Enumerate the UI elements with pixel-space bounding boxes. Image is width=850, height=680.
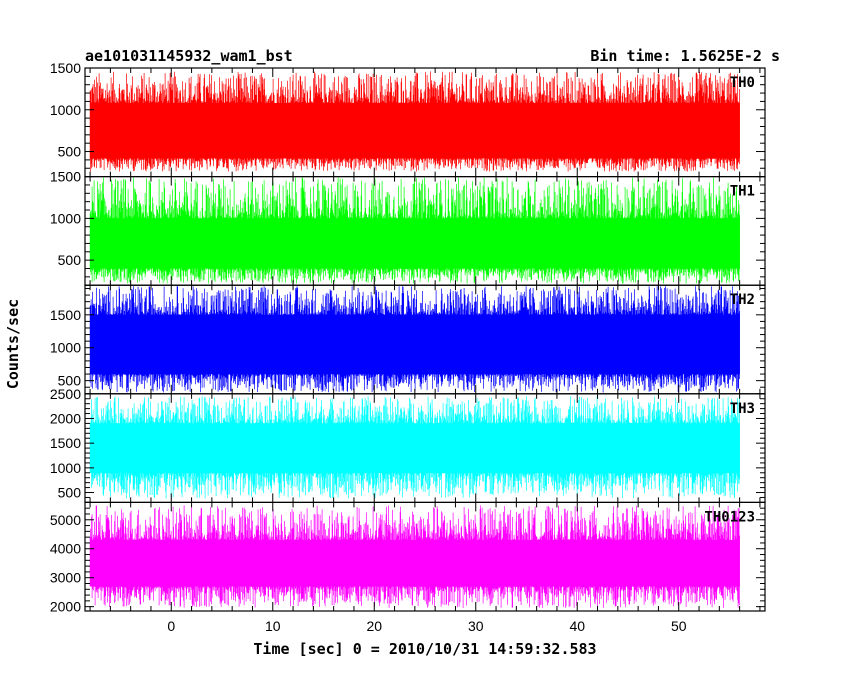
x-tick-label: 40 xyxy=(569,618,585,634)
y-tick-label: 1000 xyxy=(50,460,81,476)
panels-group: 50010001500TH050010001500TH150010001500T… xyxy=(50,60,766,634)
x-tick-label: 10 xyxy=(265,618,281,634)
series-band-th3 xyxy=(90,423,740,473)
x-tick-label: 0 xyxy=(167,618,175,634)
panel-label-th1: TH1 xyxy=(730,184,755,200)
y-tick-label: 4000 xyxy=(50,541,81,557)
y-tick-label: 1500 xyxy=(50,307,81,323)
x-axis-label: Time [sec] 0 = 2010/10/31 14:59:32.583 xyxy=(253,640,596,658)
x-tick-label: 50 xyxy=(671,618,687,634)
x-tick-label: 30 xyxy=(468,618,484,634)
y-tick-label: 500 xyxy=(58,144,82,160)
panel-label-th0123: TH0123 xyxy=(704,509,755,525)
y-tick-label: 500 xyxy=(58,485,82,501)
bin-time-label: Bin time: 1.5625E-2 s xyxy=(590,47,780,65)
y-axis-label: Counts/sec xyxy=(4,299,22,389)
chart-title: ae101031145932_wam1_bst xyxy=(85,47,293,65)
panel-label-th2: TH2 xyxy=(730,292,755,308)
y-tick-label: 1000 xyxy=(50,102,81,118)
y-tick-label: 1000 xyxy=(50,210,81,226)
y-tick-label: 2000 xyxy=(50,410,81,426)
panel-frame-th0123 xyxy=(84,501,766,612)
y-tick-label: 2000 xyxy=(50,599,81,615)
y-tick-label: 1500 xyxy=(50,435,81,451)
y-tick-label: 2500 xyxy=(50,386,81,402)
series-band-th0 xyxy=(90,103,740,159)
series-band-th2 xyxy=(90,314,740,375)
y-tick-label: 1000 xyxy=(50,340,81,356)
y-tick-label: 500 xyxy=(58,252,82,268)
y-tick-label: 1500 xyxy=(50,169,81,185)
series-band-th1 xyxy=(90,218,740,269)
panel-label-th3: TH3 xyxy=(730,401,755,417)
y-tick-label: 5000 xyxy=(50,512,81,528)
y-tick-label: 1500 xyxy=(50,60,81,76)
y-tick-label: 500 xyxy=(58,373,82,389)
series-band-th0123 xyxy=(90,540,740,587)
y-tick-label: 3000 xyxy=(50,570,81,586)
x-tick-label: 20 xyxy=(366,618,382,634)
panel-label-th0: TH0 xyxy=(730,75,755,91)
